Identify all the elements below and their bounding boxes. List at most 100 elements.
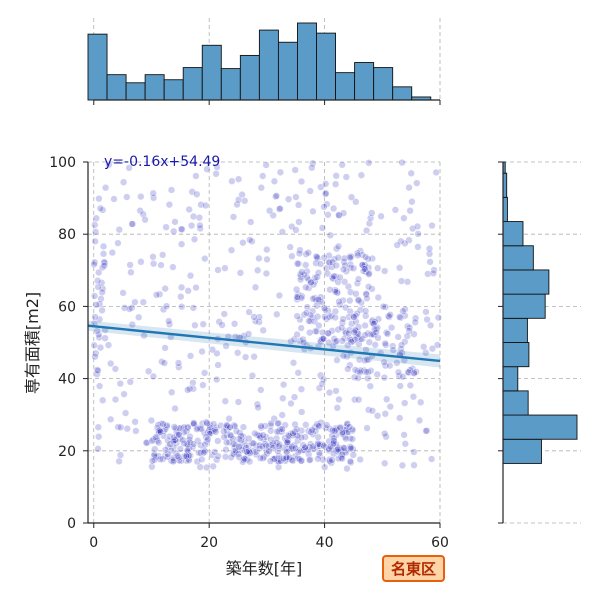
- scatter-point: [283, 438, 291, 447]
- scatter-point: [158, 358, 166, 366]
- scatter-point: [198, 347, 206, 356]
- scatter-point: [335, 211, 343, 219]
- scatter-point: [271, 454, 279, 463]
- scatter-point: [293, 425, 301, 433]
- scatter-point: [161, 344, 169, 352]
- scatter-point: [400, 431, 408, 439]
- scatter-point: [235, 453, 243, 461]
- scatter-point: [331, 427, 339, 435]
- scatter-point: [221, 264, 229, 272]
- x-hist-bar: [392, 86, 413, 101]
- scatter-point: [314, 455, 322, 463]
- scatter-point: [139, 210, 147, 218]
- scatter-point: [178, 303, 186, 311]
- scatter-point: [341, 444, 349, 452]
- scatter-point: [330, 272, 338, 280]
- x-hist-bar: [277, 41, 298, 101]
- scatter-point: [324, 329, 333, 337]
- scatter-point: [193, 425, 201, 433]
- scatter-point: [331, 288, 340, 296]
- x-hist-bar: [335, 72, 356, 101]
- scatter-point: [380, 374, 389, 382]
- scatter-point: [226, 431, 235, 439]
- scatter-point: [347, 458, 355, 467]
- scatter-point: [335, 298, 343, 306]
- scatter-point: [383, 395, 391, 403]
- scatter-point: [119, 178, 128, 186]
- scatter-point: [342, 329, 350, 337]
- scatter-point: [178, 240, 186, 248]
- scatter-point: [377, 212, 385, 220]
- scatter-point: [223, 421, 231, 429]
- scatter-point: [289, 445, 297, 453]
- scatter-point: [101, 334, 109, 342]
- scatter-point: [351, 366, 359, 374]
- scatter-point: [434, 314, 443, 322]
- scatter-point: [272, 192, 281, 200]
- scatter-point: [201, 447, 209, 456]
- scatter-point: [104, 341, 113, 349]
- scatter-point: [248, 372, 257, 380]
- scatter-point: [229, 435, 237, 443]
- scatter-point: [126, 261, 134, 269]
- scatter-point: [233, 200, 241, 209]
- scatter-point: [356, 368, 364, 377]
- scatter-point: [278, 425, 286, 433]
- scatter-point: [211, 426, 219, 434]
- scatter-point: [91, 228, 100, 236]
- scatter-point: [289, 429, 297, 438]
- scatter-point: [361, 331, 369, 339]
- scatter-point: [401, 399, 409, 407]
- scatter-point: [149, 253, 157, 261]
- scatter-point: [314, 313, 322, 321]
- scatter-point: [338, 324, 346, 332]
- scatter-point: [293, 260, 302, 268]
- scatter-point: [343, 419, 352, 428]
- scatter-point: [235, 435, 243, 443]
- scatter-point: [100, 262, 108, 270]
- scatter-point: [329, 427, 337, 435]
- scatter-point: [241, 197, 249, 205]
- scatter-point: [388, 324, 396, 332]
- scatter-point: [335, 395, 343, 404]
- scatter-point: [281, 421, 289, 429]
- scatter-point: [177, 293, 185, 301]
- scatter-point: [345, 313, 353, 321]
- scatter-point: [220, 427, 228, 436]
- scatter-point: [257, 184, 265, 192]
- scatter-point: [196, 224, 204, 233]
- scatter-point: [412, 368, 420, 376]
- scatter-point: [345, 423, 354, 431]
- scatter-point: [396, 313, 404, 321]
- scatter-point: [147, 416, 156, 425]
- scatter-point: [200, 449, 208, 457]
- x-hist-bar: [201, 44, 222, 101]
- scatter-point: [372, 328, 380, 337]
- scatter-points: [90, 159, 443, 473]
- scatter-point: [300, 338, 308, 347]
- scatter-point: [99, 250, 108, 258]
- y-tick-label: 20: [58, 444, 76, 460]
- scatter-point: [198, 455, 206, 463]
- scatter-point: [344, 341, 352, 349]
- scatter-point: [95, 195, 103, 203]
- scatter-point: [190, 235, 199, 243]
- scatter-point: [174, 430, 183, 438]
- scatter-point: [232, 427, 241, 435]
- scatter-point: [334, 326, 342, 334]
- scatter-point: [91, 221, 99, 229]
- scatter-point: [267, 422, 275, 430]
- y-histogram: [498, 161, 581, 524]
- scatter-point: [306, 455, 314, 464]
- scatter-point: [338, 451, 347, 459]
- scatter-point: [294, 369, 302, 377]
- scatter-point: [397, 277, 406, 285]
- scatter-point: [299, 335, 307, 344]
- scatter-point: [405, 369, 413, 377]
- scatter-point: [338, 337, 346, 345]
- scatter-point: [379, 303, 387, 311]
- scatter-point: [355, 356, 364, 364]
- scatter-point: [273, 310, 281, 318]
- scatter-point: [427, 321, 435, 330]
- scatter-point: [128, 304, 136, 312]
